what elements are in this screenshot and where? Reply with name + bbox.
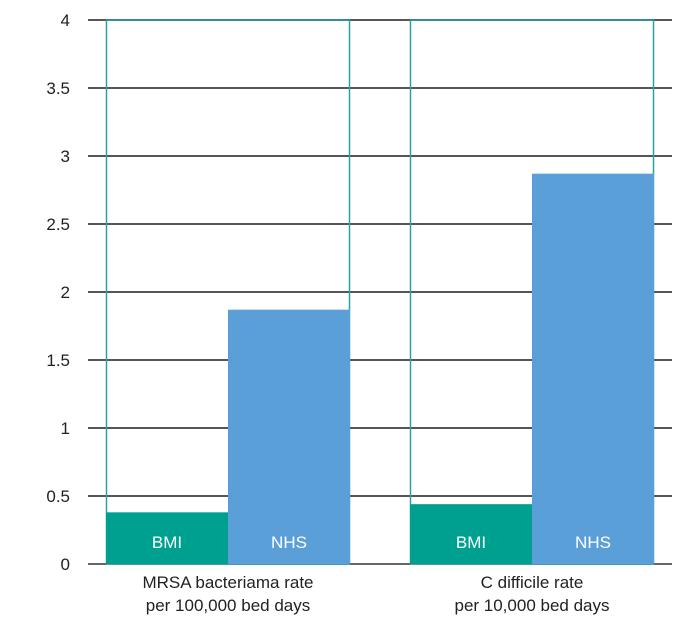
y-tick-label: 3.5 [46,79,70,98]
category-label: per 10,000 bed days [454,596,609,615]
bar-bmi-1 [106,512,228,564]
bar-series-label: NHS [271,533,307,552]
y-tick-label: 0.5 [46,487,70,506]
category-labels: MRSA bacteriama rate per 100,000 bed days… [142,573,609,615]
y-tick-label: 1 [61,419,70,438]
bar-bmi-2 [410,504,532,564]
bar-series-label: NHS [575,533,611,552]
y-tick-label: 1.5 [46,351,70,370]
y-tick-label: 3 [61,147,70,166]
y-axis-tick-labels: 0 0.5 1 1.5 2 2.5 3 3.5 4 [46,11,70,574]
y-tick-label: 4 [61,11,70,30]
category-label: C difficile rate [481,573,584,592]
y-tick-label: 2.5 [46,215,70,234]
y-tick-label: 2 [61,283,70,302]
bar-labels: BMI BMI NHS NHS [152,533,611,552]
bars [106,173,654,564]
bar-series-label: BMI [152,533,182,552]
category-label: MRSA bacteriama rate [142,573,313,592]
gridlines [88,19,672,565]
bar-nhs-1 [228,309,350,564]
y-tick-label: 0 [61,555,70,574]
category-label: per 100,000 bed days [146,596,310,615]
bar-nhs-2 [532,173,654,564]
bar-series-label: BMI [456,533,486,552]
